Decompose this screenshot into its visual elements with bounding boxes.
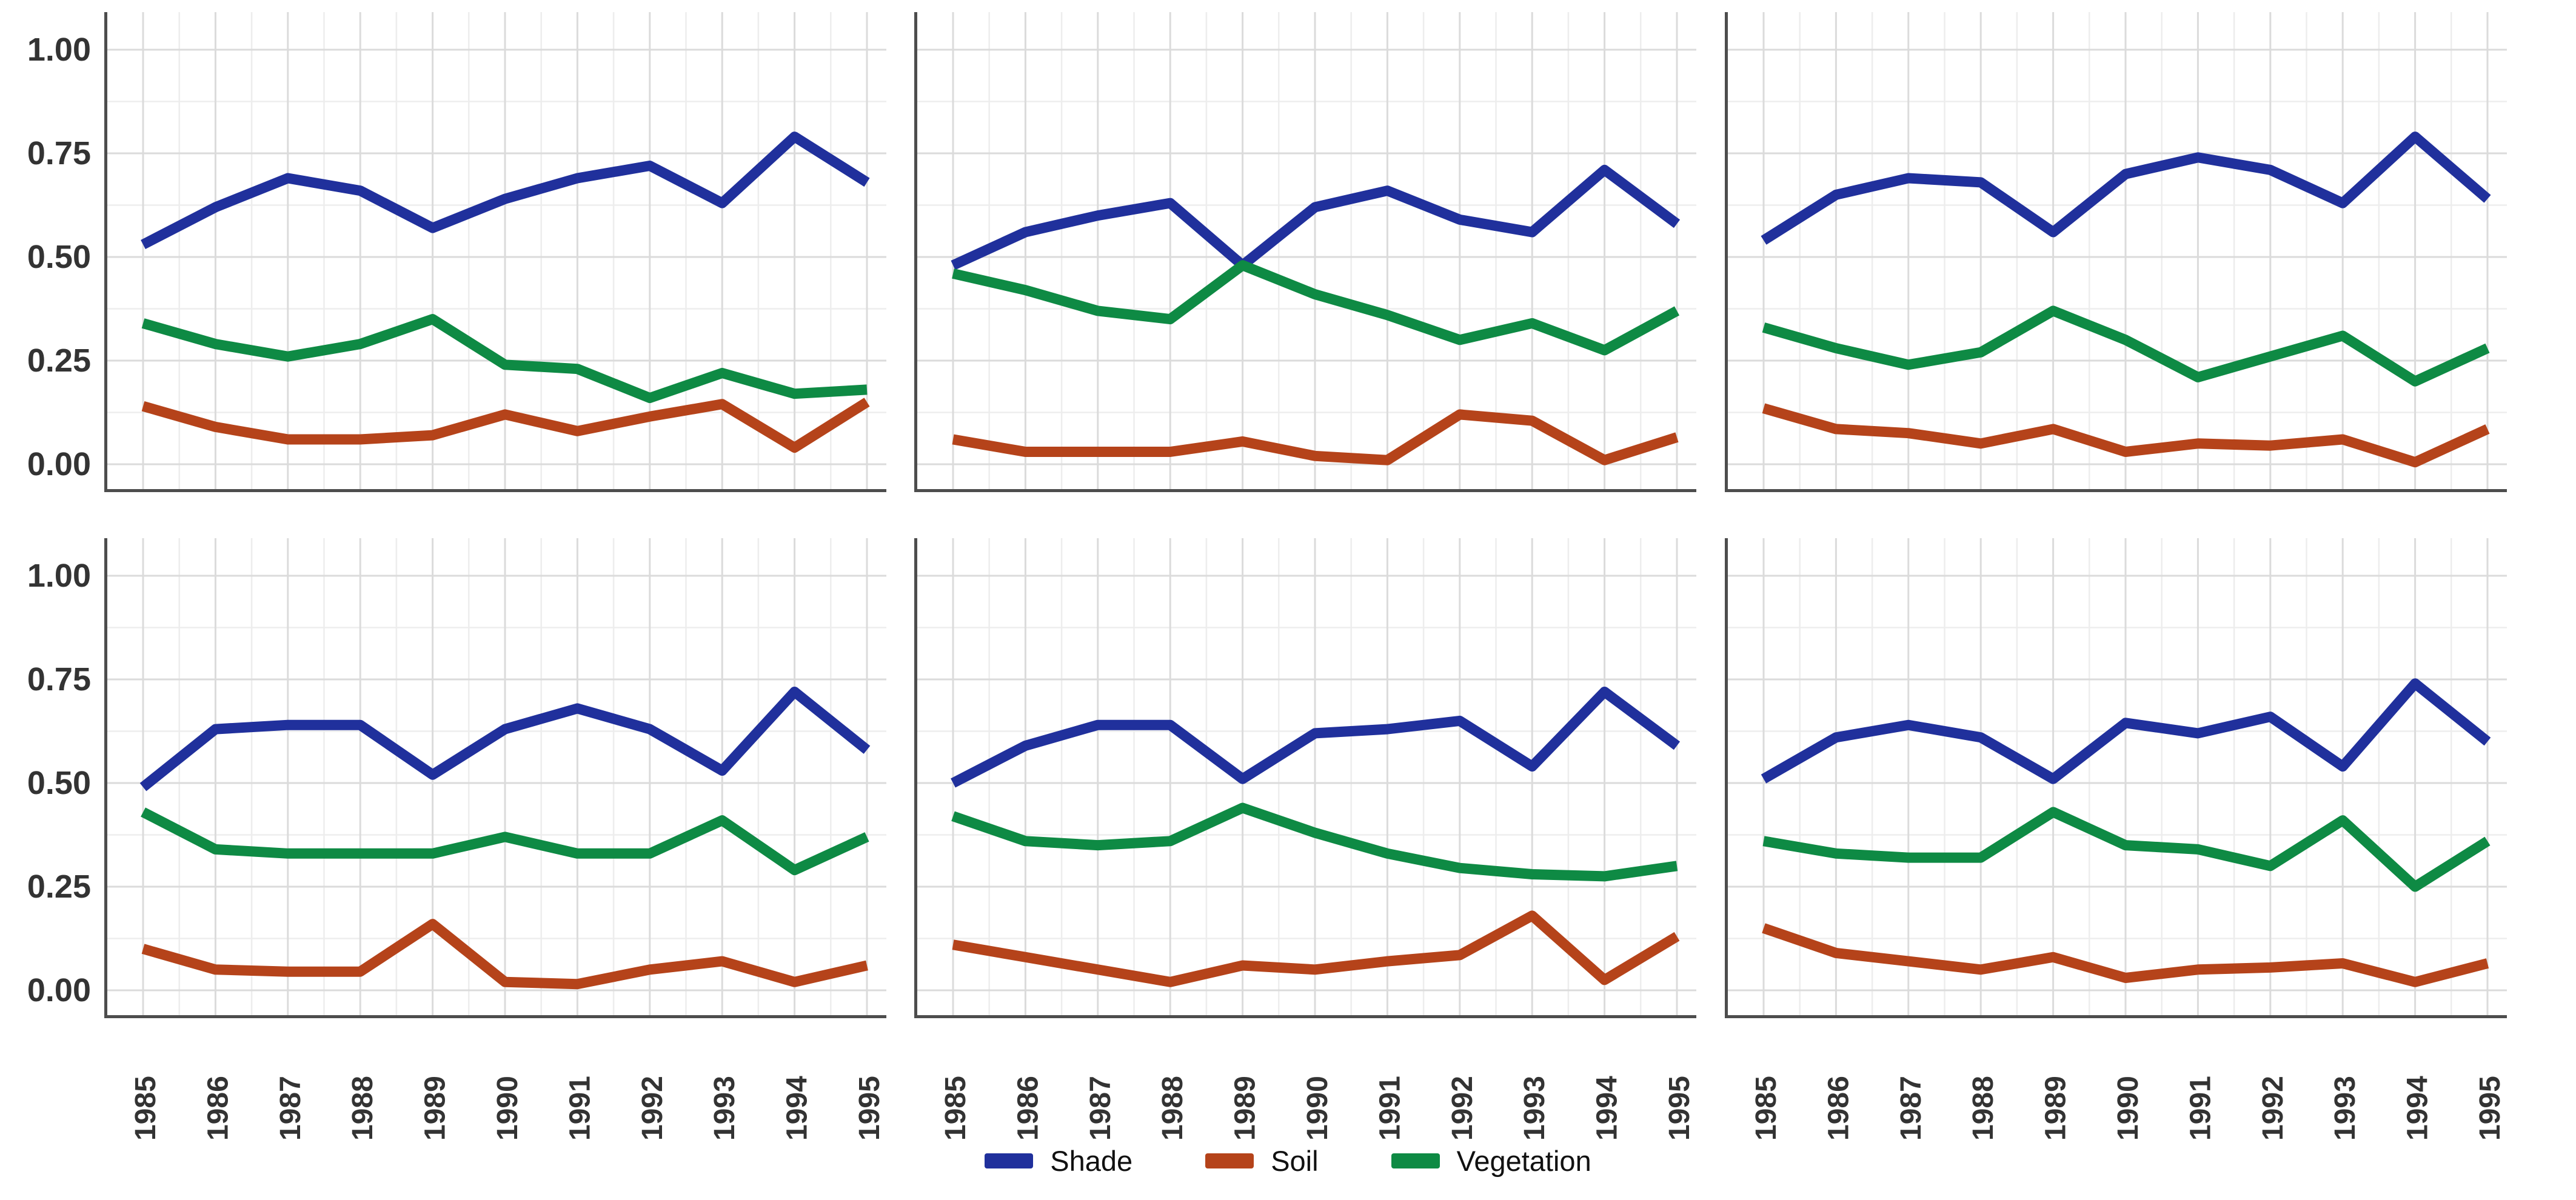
y-tick-label: 0.75 (27, 661, 91, 698)
legend-swatch-soil-icon (1205, 1153, 1254, 1168)
x-tick-label: 1986 (1822, 1076, 1855, 1141)
y-tick-label: 0.25 (27, 342, 91, 379)
shade-line (139, 687, 871, 792)
x-tick-label: 1992 (2257, 1076, 2289, 1141)
vegetation-line (1762, 305, 2490, 387)
legend-item-vegetation: Vegetation (1391, 1144, 1591, 1178)
y-tick-label: 0.75 (27, 135, 91, 172)
x-tick-label: 1994 (2402, 1076, 2434, 1141)
legend-swatch-vegetation-icon (1391, 1153, 1440, 1168)
legend-swatch-shade-icon (985, 1153, 1034, 1168)
x-tick-label: 1988 (1157, 1076, 1189, 1141)
x-tick-label: 1989 (1229, 1076, 1262, 1141)
x-axis-labels-col-0: 1985 1986 1987 1988 1989 1990 1991 1992 1993 1994… (104, 1022, 886, 1143)
shade-line (951, 687, 1681, 788)
y-tick-label: 0.50 (27, 239, 91, 275)
soil-line (952, 409, 1679, 465)
soil-line (952, 910, 1680, 987)
x-tick-label: 1985 (940, 1076, 972, 1141)
legend: Shade Soil Vegetation (0, 1144, 2576, 1178)
x-tick-label: 1985 (1750, 1076, 1782, 1141)
x-tick-label: 1988 (347, 1076, 379, 1141)
soil-line (1762, 923, 2489, 987)
vegetation-line (141, 807, 869, 876)
x-tick-label: 1985 (130, 1076, 162, 1141)
x-tick-label: 1992 (1447, 1076, 1479, 1141)
panel-bottom-left (104, 538, 886, 1018)
x-tick-label: 1995 (1664, 1076, 1696, 1141)
x-tick-label: 1990 (492, 1076, 524, 1141)
shade-line (1761, 678, 2491, 784)
x-tick-label: 1986 (1012, 1076, 1044, 1141)
x-tick-label: 1988 (1967, 1076, 1999, 1141)
y-tick-label: 0.25 (27, 868, 91, 905)
x-axis-labels-col-2: 1985 1986 1987 1988 1989 1990 1991 1992 1993 1994… (1725, 1022, 2507, 1143)
shade-line (1761, 132, 2491, 245)
shade-line (951, 164, 1681, 271)
x-tick-label: 1992 (637, 1076, 669, 1141)
legend-item-shade: Shade (985, 1144, 1132, 1178)
x-tick-label: 1991 (1374, 1076, 1406, 1141)
soil-line (141, 919, 868, 990)
y-tick-label: 0.50 (27, 765, 91, 801)
vegetation-line (1762, 807, 2491, 892)
panel-top-middle (914, 12, 1696, 492)
legend-item-soil: Soil (1205, 1144, 1319, 1178)
x-tick-label: 1991 (2184, 1076, 2216, 1141)
x-tick-label: 1991 (564, 1076, 596, 1141)
vegetation-line (951, 802, 1678, 882)
x-tick-label: 1990 (2112, 1076, 2144, 1141)
y-tick-label: 0.00 (27, 972, 91, 1008)
x-tick-label: 1994 (1591, 1076, 1624, 1141)
x-tick-label: 1989 (2040, 1076, 2072, 1141)
shade-line (141, 132, 870, 250)
x-tick-label: 1990 (1302, 1076, 1334, 1141)
panel-bottom-middle (914, 538, 1696, 1018)
x-axis-labels-col-1: 1985 1986 1987 1988 1989 1990 1991 1992 1993 1994… (914, 1022, 1696, 1143)
x-tick-label: 1987 (1085, 1076, 1117, 1141)
y-tick-label: 1.00 (27, 558, 91, 594)
x-tick-label: 1993 (709, 1076, 741, 1141)
legend-label-vegetation: Vegetation (1456, 1145, 1591, 1177)
legend-label-shade: Shade (1050, 1145, 1133, 1177)
y-tick-label: 0.00 (27, 446, 91, 482)
x-tick-label: 1995 (2474, 1076, 2506, 1141)
x-tick-label: 1987 (275, 1076, 307, 1141)
x-tick-label: 1993 (2329, 1076, 2361, 1141)
x-tick-label: 1995 (854, 1076, 886, 1141)
soil-line (1762, 403, 2490, 468)
x-tick-label: 1994 (781, 1076, 814, 1141)
y-tick-label: 1.00 (27, 32, 91, 68)
x-tick-label: 1993 (1519, 1076, 1551, 1141)
soil-line (141, 398, 870, 453)
panel-bottom-right (1725, 538, 2507, 1018)
vegetation-line (141, 314, 868, 404)
legend-label-soil: Soil (1271, 1145, 1319, 1177)
panel-top-right (1725, 12, 2507, 492)
panel-top-left (104, 12, 886, 492)
x-tick-label: 1987 (1895, 1076, 1927, 1141)
x-tick-label: 1989 (420, 1076, 452, 1141)
vegetation-line (952, 260, 1680, 356)
x-tick-label: 1986 (202, 1076, 234, 1141)
